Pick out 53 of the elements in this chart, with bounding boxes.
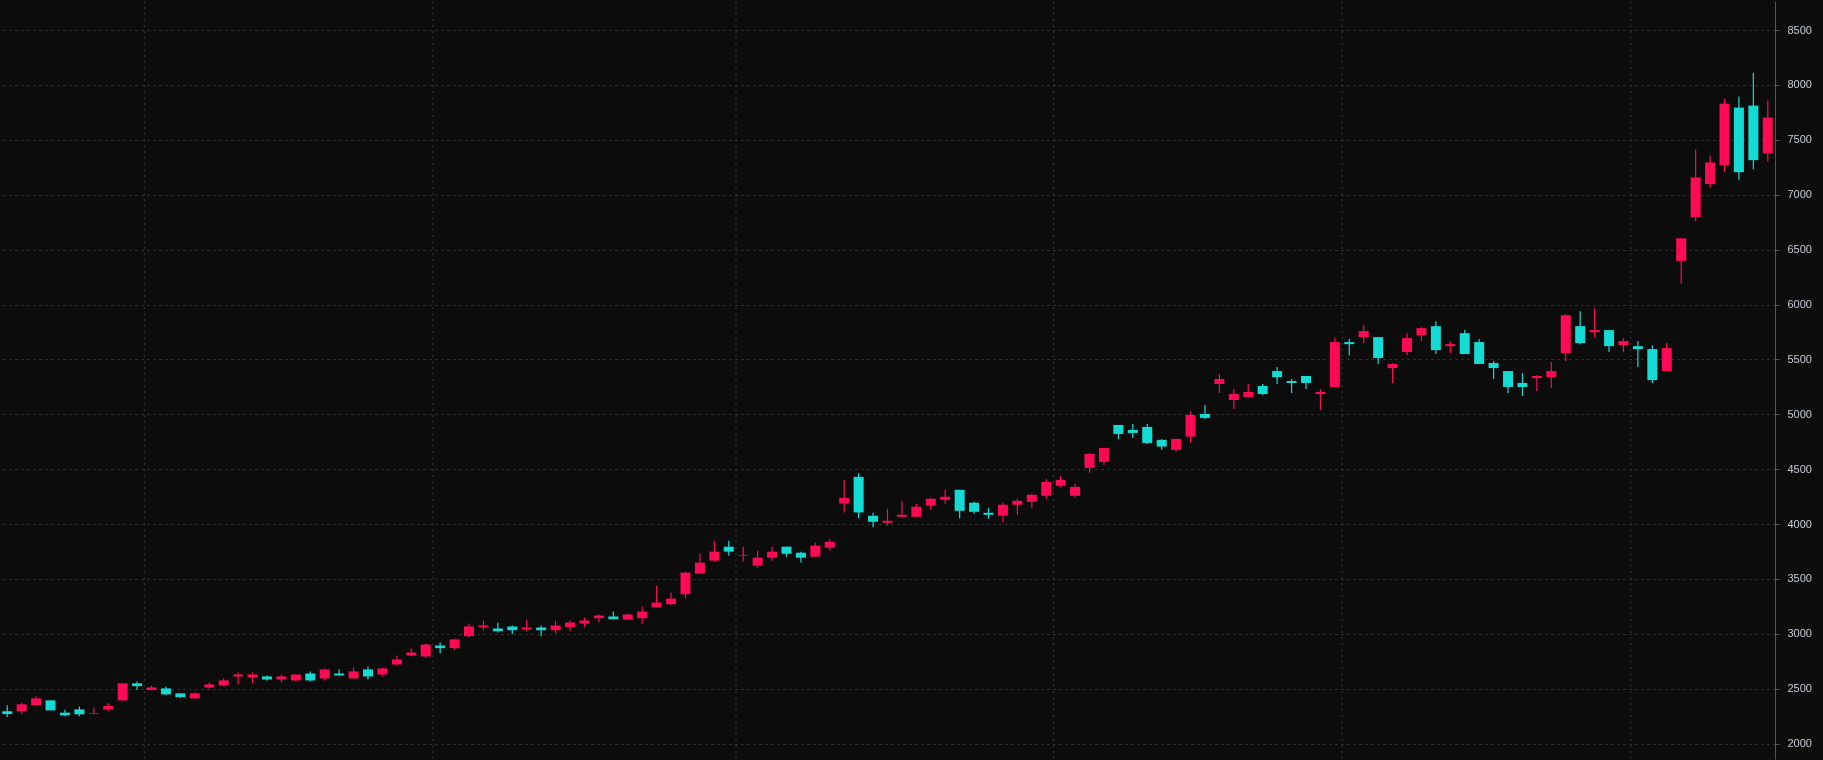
candlestick	[1632, 340, 1643, 368]
y-tick-label: 8000	[1787, 78, 1812, 91]
candlestick	[435, 641, 446, 654]
candlestick	[1228, 388, 1239, 410]
y-tick-label: 7000	[1787, 188, 1812, 201]
y-tick-label: 5500	[1787, 352, 1812, 365]
y-tick-label: 8500	[1787, 23, 1812, 36]
candlestick	[233, 671, 244, 686]
candlestick	[954, 489, 965, 519]
y-tick-label: 4500	[1787, 462, 1812, 475]
candlestick	[1661, 342, 1672, 372]
candlestick	[1604, 329, 1615, 353]
candlestick	[1142, 423, 1153, 445]
candlestick	[1084, 452, 1095, 474]
y-tick-label: 7500	[1787, 133, 1812, 146]
candlestick	[1185, 410, 1196, 444]
candlestick	[694, 553, 705, 575]
candlestick	[1676, 237, 1687, 285]
candlestick	[767, 546, 778, 562]
candlestick	[1199, 404, 1210, 420]
candlestick	[795, 551, 806, 564]
candlestick	[1705, 154, 1716, 189]
candlestick	[1575, 310, 1586, 345]
candlestick	[1214, 373, 1225, 394]
candlestick	[680, 571, 691, 599]
candlestick	[1430, 320, 1441, 355]
candlestick	[1589, 307, 1600, 338]
y-tick-label: 2000	[1787, 737, 1812, 750]
y-tick-label: 5000	[1787, 407, 1812, 420]
y-tick-label: 3000	[1787, 627, 1812, 640]
y-tick-label: 3500	[1787, 572, 1812, 585]
y-tick-label: 6000	[1787, 298, 1812, 311]
candlestick	[896, 500, 907, 518]
candlestick	[997, 502, 1008, 524]
candlestick	[1373, 336, 1384, 365]
candlestick	[1531, 374, 1542, 392]
candlestick	[1402, 332, 1413, 356]
candlestick	[1546, 361, 1557, 389]
candlestick	[334, 668, 345, 677]
candlestick	[1315, 388, 1326, 411]
candlestick	[492, 621, 503, 634]
y-tick-label: 4000	[1787, 517, 1812, 530]
candlestick	[1474, 338, 1485, 365]
candlestick	[709, 540, 720, 563]
y-tick-label: 2500	[1787, 682, 1812, 695]
candlestick	[1488, 360, 1499, 380]
candlestick	[1272, 366, 1283, 385]
candlestick	[1503, 370, 1514, 394]
candlestick	[1517, 372, 1528, 397]
y-tick-label: 6500	[1787, 243, 1812, 256]
candlestick	[1041, 478, 1052, 500]
candlestick	[132, 680, 143, 691]
candlestick	[1387, 362, 1398, 384]
